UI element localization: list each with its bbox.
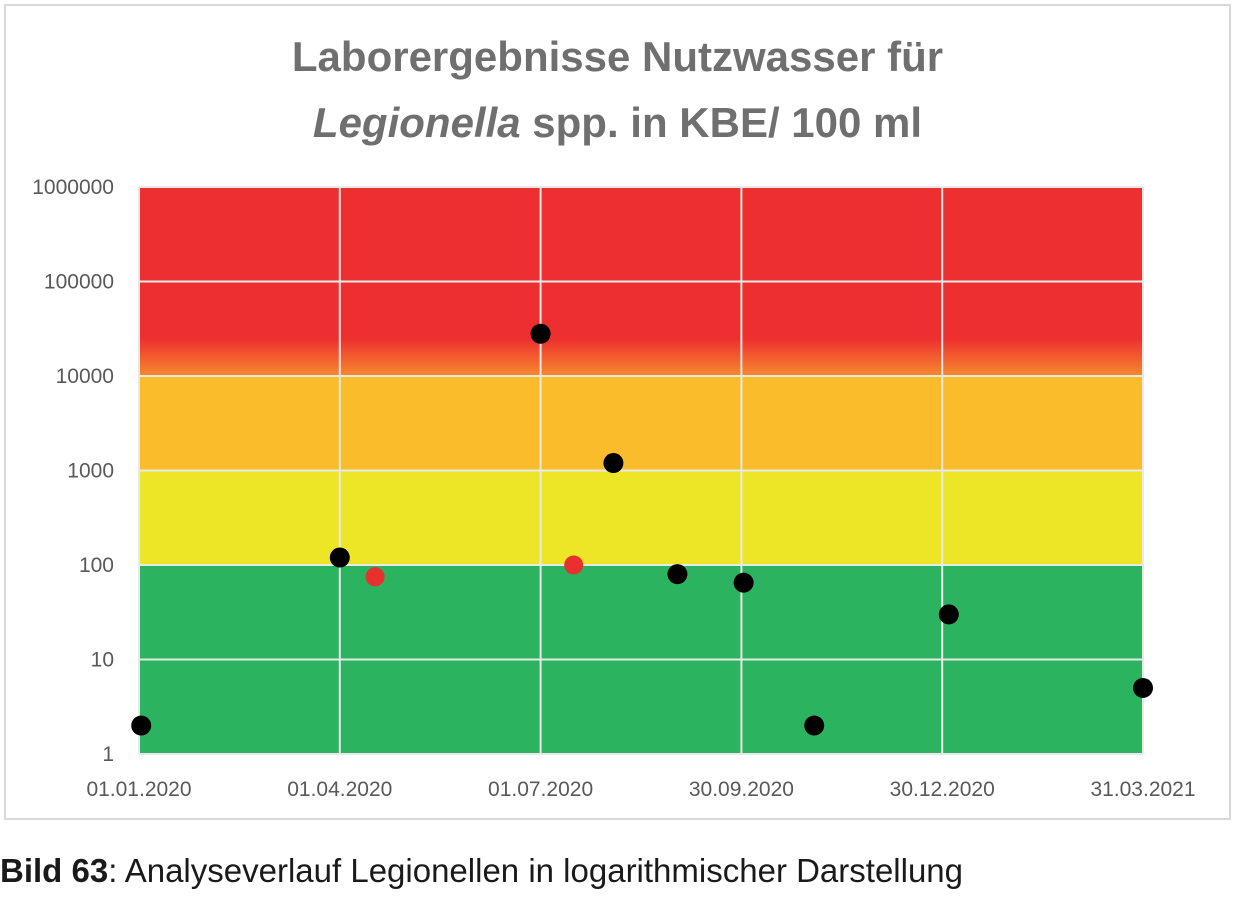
chart-title-rest: spp. in KBE/ 100 ml — [520, 99, 923, 146]
chart-title-italic: Legionella — [312, 99, 521, 146]
data-point — [667, 564, 688, 585]
y-tick-label: 1 — [102, 743, 114, 766]
x-tick-label: 01.04.2020 — [287, 778, 392, 801]
chart-svg: 1000000 100000 10000 1000 100 10 1 01.01.2020 01… — [32, 176, 1195, 801]
data-point-highlight — [564, 555, 584, 575]
data-point — [131, 715, 152, 736]
caption-text: : Analyseverlauf Legionellen in logarith… — [108, 852, 964, 889]
x-tick-label: 31.03.2021 — [1090, 778, 1195, 801]
y-tick-label: 1000000 — [32, 176, 114, 199]
data-point — [329, 547, 350, 568]
band-1000-10000 — [139, 376, 1143, 471]
data-point — [530, 323, 551, 344]
data-point — [603, 453, 624, 474]
data-point — [804, 715, 825, 736]
y-tick-label: 10000 — [56, 365, 114, 388]
y-tick-label: 100 — [79, 554, 114, 577]
chart-title-line2: Legionella spp. in KBE/ 100 ml — [4, 96, 1231, 150]
data-point — [938, 604, 959, 625]
figure-caption: Bild 63: Analyseverlauf Legionellen in l… — [0, 852, 963, 890]
data-point — [1133, 677, 1153, 698]
x-tick-label: 01.07.2020 — [488, 778, 593, 801]
x-tick-label: 30.09.2020 — [689, 778, 794, 801]
caption-label: Bild 63 — [0, 852, 109, 889]
chart-title-line1: Laborergebnisse Nutzwasser für — [291, 33, 944, 80]
x-tick-label: 30.12.2020 — [890, 778, 995, 801]
x-tick-label: 01.01.2020 — [86, 778, 191, 801]
band-100-1000 — [139, 470, 1143, 565]
y-tick-label: 1000 — [67, 460, 114, 483]
data-point — [733, 572, 754, 593]
data-point-highlight — [365, 567, 385, 587]
y-tick-label: 100000 — [44, 271, 114, 294]
y-tick-label: 10 — [91, 649, 114, 672]
